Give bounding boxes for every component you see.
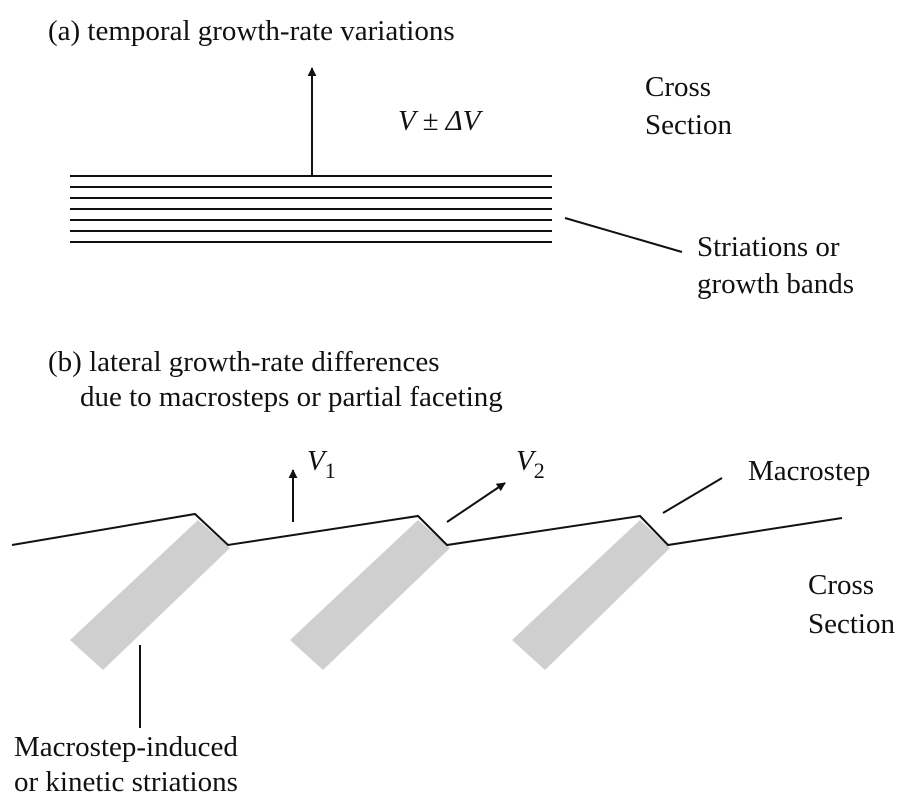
leader-line — [564, 217, 683, 253]
panel-b-title: (b) lateral growth-rate differences — [48, 346, 440, 378]
leader-line — [662, 477, 723, 514]
striation-bars — [70, 520, 670, 670]
subscript: 1 — [325, 458, 336, 483]
growth-bands — [70, 175, 552, 243]
symbol: V — [307, 445, 328, 477]
cross-section-label: Section — [645, 109, 732, 141]
striations-label: Macrostep-induced — [14, 731, 238, 763]
macrostep-label: Macrostep — [748, 455, 870, 487]
symbol: V — [516, 445, 537, 477]
striations-label: growth bands — [697, 268, 854, 300]
cross-section-label: Section — [808, 608, 895, 640]
cross-section-label: Cross — [808, 569, 874, 601]
v2-arrow — [446, 482, 506, 523]
panel-b-title: due to macrosteps or partial faceting — [80, 381, 503, 413]
striations-label: or kinetic striations — [14, 766, 238, 798]
panel-a-title: (a) temporal growth-rate variations — [48, 15, 455, 47]
subscript: 2 — [534, 458, 545, 483]
cross-section-label: Cross — [645, 71, 711, 103]
v2-label: V2 — [516, 445, 545, 483]
velocity-label: V ± ΔV — [398, 105, 484, 137]
interface-profile — [11, 512, 843, 547]
v1-label: V1 — [307, 445, 336, 483]
striations-label: Striations or — [697, 231, 840, 263]
